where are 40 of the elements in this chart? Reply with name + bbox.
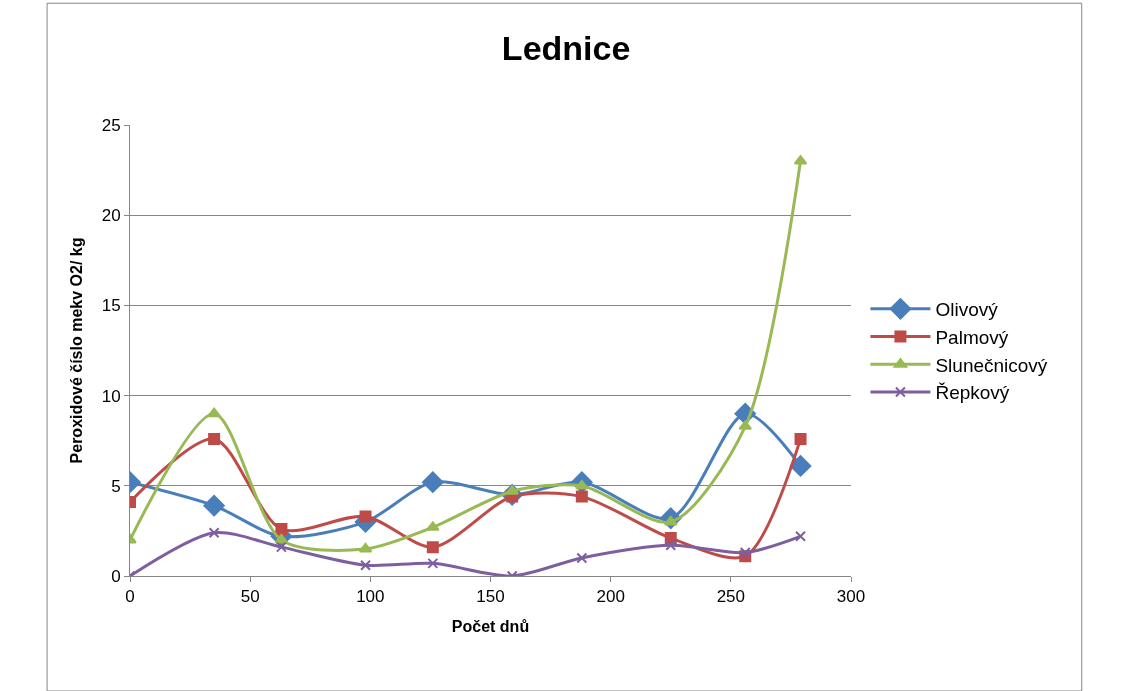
y-tick-label: 25: [101, 115, 121, 135]
x-tick-label: 150: [476, 587, 505, 607]
x-tick-label: 300: [836, 587, 866, 607]
point: [207, 407, 221, 418]
point: [426, 541, 439, 554]
point: [794, 432, 807, 445]
point: [275, 541, 287, 553]
point: [427, 557, 439, 569]
point: [203, 494, 225, 517]
x-tick-label: 200: [596, 587, 625, 607]
y-tick-label: 5: [111, 476, 121, 496]
legend-label: Řepkový: [935, 382, 1010, 404]
legend-label: Slunečnicový: [935, 354, 1048, 376]
point: [665, 539, 677, 551]
point: [208, 527, 220, 539]
y-tick-label: 10: [101, 386, 121, 406]
point: [358, 542, 373, 553]
point: [359, 510, 372, 523]
point: [739, 547, 751, 559]
x-axis-title: Počet dnů: [451, 618, 530, 636]
point: [422, 471, 444, 493]
y-tick-label: 20: [101, 206, 121, 226]
point: [426, 521, 440, 531]
y-axis-title: Peroxidové číslo mekv O2/ kg: [67, 237, 85, 464]
x-tick-label: 100: [356, 587, 385, 607]
x-tick-label: 250: [716, 587, 746, 607]
legend-label: Palmový: [935, 326, 1009, 348]
point: [275, 523, 288, 536]
point: [575, 490, 588, 503]
y-tick-label: 15: [101, 296, 121, 316]
x-tick-label: 50: [240, 587, 260, 607]
x-tick-label: 0: [125, 587, 135, 607]
point: [208, 432, 221, 445]
point: [360, 559, 372, 571]
point: [789, 455, 812, 477]
y-tick-label: 0: [111, 566, 121, 586]
legend-label: Olivový: [935, 299, 999, 321]
point: [795, 530, 807, 542]
point: [576, 552, 588, 564]
chart-title: Lednice: [501, 29, 631, 68]
